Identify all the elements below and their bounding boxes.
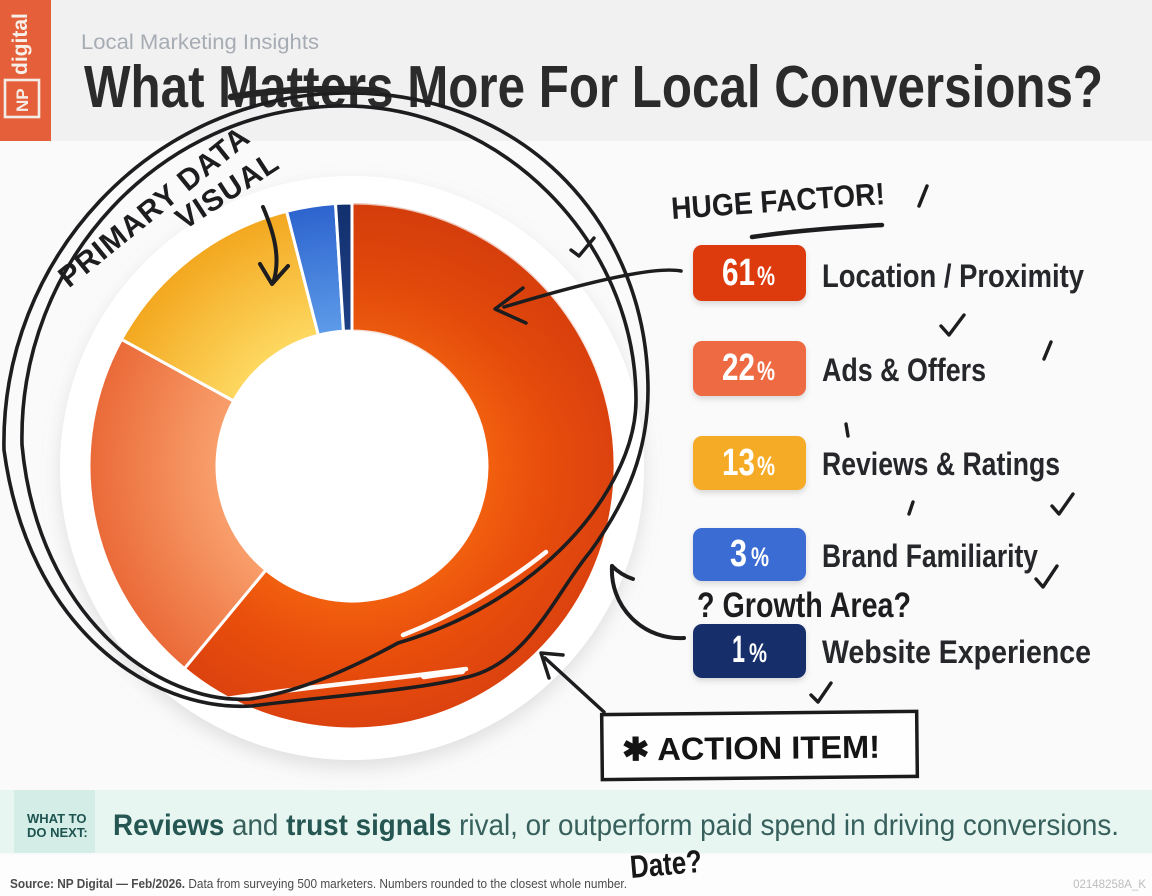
svg-text:Reviews & Ratings: Reviews & Ratings bbox=[822, 446, 1060, 482]
svg-text:%: % bbox=[751, 542, 769, 572]
svg-text:What Matters More For Local Co: What Matters More For Local Conversions? bbox=[84, 54, 1103, 120]
svg-text:Website Experience: Website Experience bbox=[822, 634, 1091, 670]
svg-text:? Growth Area?: ? Growth Area? bbox=[697, 586, 911, 625]
svg-text:3: 3 bbox=[730, 533, 747, 575]
svg-text:Reviews and trust signals riva: Reviews and trust signals rival, or outp… bbox=[113, 809, 1119, 842]
svg-text:NP: NP bbox=[13, 88, 32, 112]
svg-text:Source: NP Digital — Feb/2026.: Source: NP Digital — Feb/2026. Data from… bbox=[10, 877, 627, 891]
svg-text:Date?: Date? bbox=[628, 843, 703, 885]
svg-text:DO NEXT:: DO NEXT: bbox=[27, 825, 88, 840]
svg-text:digital: digital bbox=[9, 13, 32, 75]
svg-text:02148258A_K: 02148258A_K bbox=[1073, 879, 1146, 891]
svg-text:Location / Proximity: Location / Proximity bbox=[822, 258, 1084, 294]
svg-text:%: % bbox=[749, 638, 767, 668]
svg-text:%: % bbox=[757, 261, 775, 291]
svg-text:22: 22 bbox=[722, 347, 755, 389]
svg-text:✱ ACTION ITEM!: ✱ ACTION ITEM! bbox=[622, 729, 880, 768]
svg-text:Ads & Offers: Ads & Offers bbox=[822, 352, 986, 388]
svg-text:Brand Familiarity: Brand Familiarity bbox=[822, 538, 1038, 574]
svg-text:1: 1 bbox=[732, 629, 745, 671]
svg-text:%: % bbox=[757, 356, 775, 386]
svg-text:WHAT TO: WHAT TO bbox=[27, 811, 86, 826]
svg-text:%: % bbox=[757, 451, 775, 481]
svg-text:13: 13 bbox=[722, 442, 755, 484]
svg-text:Local Marketing Insights: Local Marketing Insights bbox=[81, 31, 319, 54]
svg-text:61: 61 bbox=[722, 252, 755, 294]
